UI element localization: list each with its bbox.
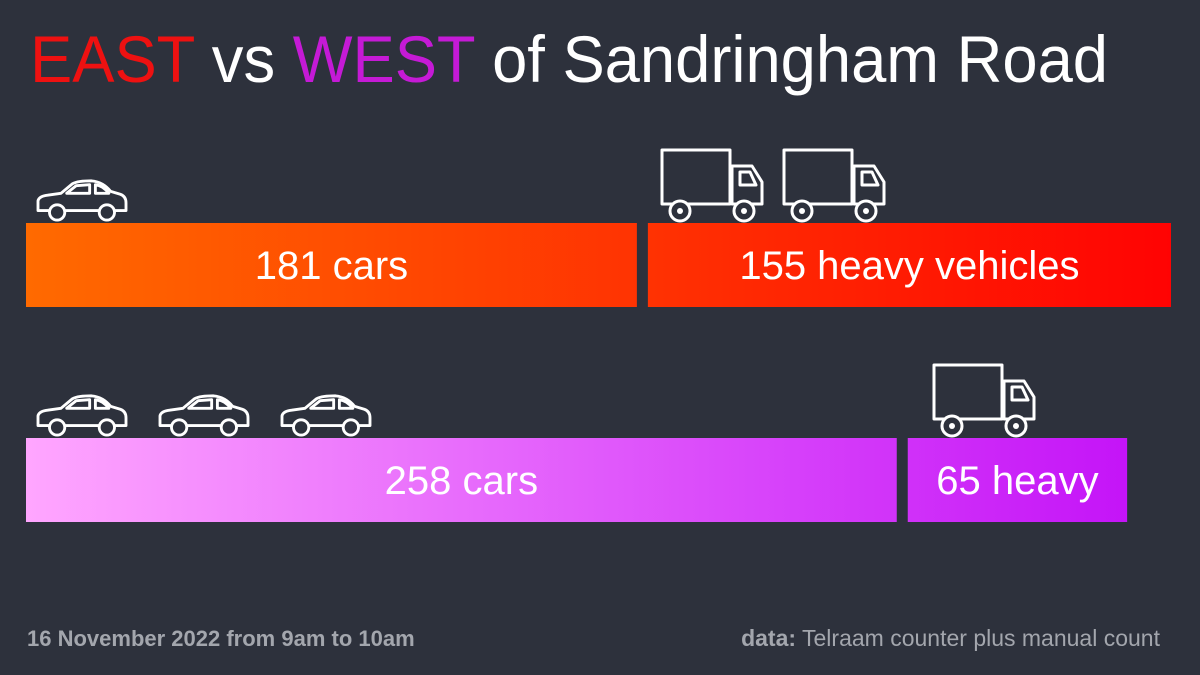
car-icon — [36, 179, 128, 222]
title-west: WEST — [293, 22, 475, 96]
footer-date: 16 November 2022 from 9am to 10am — [27, 626, 415, 651]
truck-icon — [932, 363, 1036, 438]
bar-label: 155 heavy vehicles — [739, 244, 1079, 288]
bar — [26, 223, 637, 307]
source-label: data: — [741, 625, 796, 651]
car-icon — [158, 394, 250, 437]
truck-icon — [782, 148, 886, 223]
bar — [907, 438, 1128, 522]
title-rest: of Sandringham Road — [492, 22, 1108, 96]
footer-source: data: Telraam counter plus manual count — [741, 625, 1161, 651]
bar-label: 258 cars — [385, 459, 538, 503]
bar-label: 181 cars — [255, 244, 408, 288]
source-text: Telraam counter plus manual count — [802, 625, 1161, 651]
bar-label: 65 heavy — [936, 459, 1098, 503]
bar — [26, 438, 897, 522]
title-east: EAST — [30, 22, 194, 96]
car-icon — [36, 394, 128, 437]
bar — [647, 223, 1171, 307]
chart-title: EAST vs WEST of Sandringham Road — [30, 22, 1108, 96]
truck-icon — [660, 148, 764, 223]
car-icon — [280, 394, 372, 437]
title-vs: vs — [212, 22, 275, 96]
